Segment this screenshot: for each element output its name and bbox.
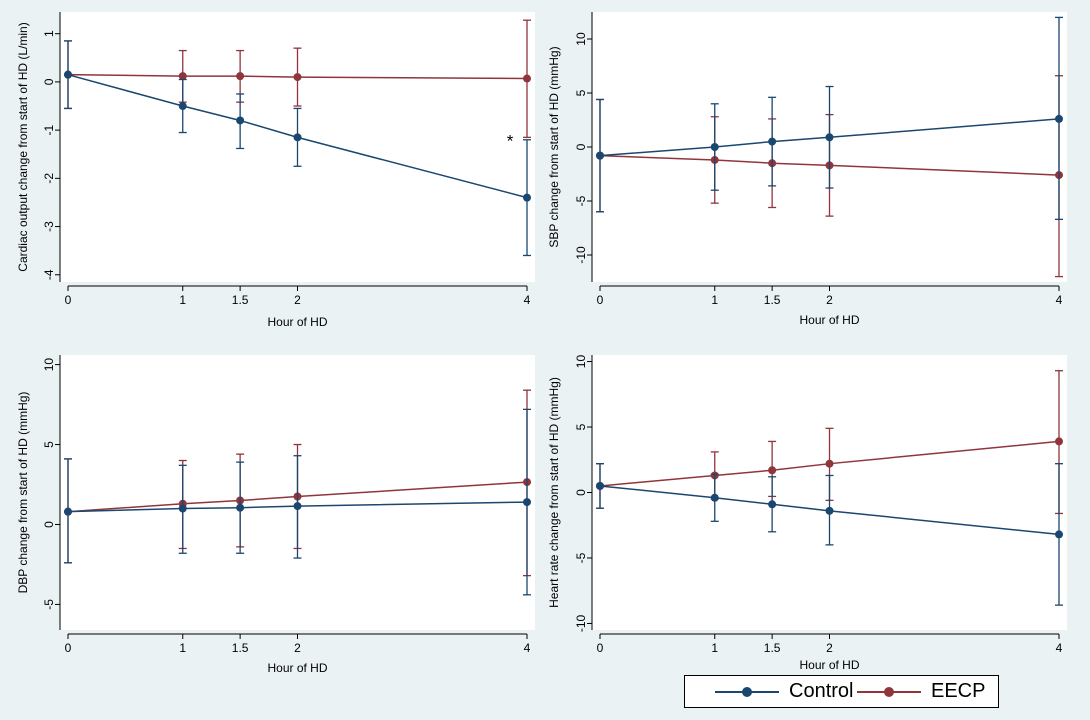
panel-4: 10 5 0 -5 -10 0 1 1.5 2 4 Hour of HD Heart rate cha… — [547, 355, 1067, 672]
y-tick-label: 0 — [574, 489, 588, 496]
data-point — [1055, 530, 1063, 539]
legend-eecp-label: EECP — [931, 680, 986, 702]
data-point — [825, 506, 834, 515]
data-point — [596, 151, 604, 160]
y-tick-label: -3 — [42, 221, 56, 232]
y-tick-label: -10 — [574, 614, 588, 632]
y-tick-label: 10 — [574, 32, 588, 46]
series-control — [596, 463, 1063, 606]
data-point — [523, 74, 531, 83]
y-tick-label: 0 — [42, 78, 56, 85]
data-point — [825, 133, 834, 142]
data-point — [178, 504, 187, 513]
x-tick-label: 1.5 — [764, 641, 781, 655]
y-tick-label: 5 — [574, 423, 588, 430]
series-control — [64, 40, 531, 257]
y-axis-title: SBP change from start of HD (mmHg) — [547, 46, 561, 247]
x-tick-label: 1 — [179, 641, 186, 655]
x-tick-label: 2 — [294, 641, 301, 655]
data-point — [768, 137, 777, 146]
x-tick-label: 1.5 — [232, 293, 249, 307]
y-axis-title: Cardiac output change from start of HD (… — [16, 22, 30, 271]
y-axis-title: Heart rate change from start of HD (mmHg… — [547, 377, 561, 608]
data-point — [293, 73, 302, 82]
x-tick-label: 0 — [597, 641, 604, 655]
x-tick-label: 2 — [826, 641, 833, 655]
y-tick-label: 0 — [574, 143, 588, 150]
data-point — [236, 72, 245, 81]
panel-3: 10 5 0 -5 0 1 1.5 2 4 Hour of HD DBP change from s… — [16, 355, 535, 675]
x-tick-label: 0 — [65, 641, 72, 655]
data-point — [596, 481, 604, 490]
y-tick-label: -5 — [574, 195, 588, 206]
data-point — [1055, 437, 1063, 446]
legend-item-eecp: EECP — [857, 676, 985, 707]
y-tick-label: -1 — [42, 124, 56, 135]
data-point — [236, 503, 245, 512]
legend-control-label: Control — [789, 680, 854, 702]
x-tick-label: 1.5 — [232, 641, 249, 655]
x-tick-label: 2 — [826, 293, 833, 307]
data-point — [293, 133, 302, 142]
y-tick-label: 0 — [42, 521, 56, 528]
x-axis-title: Hour of HD — [799, 313, 859, 327]
data-point — [523, 498, 531, 507]
x-tick-label: 4 — [1056, 293, 1063, 307]
x-tick-label: 1 — [179, 293, 186, 307]
data-point — [178, 102, 187, 111]
x-axis-title: Hour of HD — [267, 315, 327, 329]
y-tick-label: -10 — [574, 246, 588, 264]
significance-annotation: * — [507, 131, 514, 150]
data-point — [825, 459, 834, 468]
legend: Control EECP — [684, 675, 999, 708]
data-point — [236, 116, 245, 125]
data-point — [178, 72, 187, 81]
data-point — [768, 500, 777, 509]
data-point — [293, 502, 302, 511]
legend-control-marker — [715, 686, 779, 697]
y-tick-label: -5 — [42, 599, 56, 610]
panel-2: 10 5 0 -5 -10 0 1 1.5 2 4 Hour of HD SBP change fro… — [547, 12, 1067, 327]
y-tick-label: 10 — [574, 355, 588, 369]
series-control — [64, 408, 531, 596]
x-tick-label: 2 — [294, 293, 301, 307]
y-axis-title: DBP change from start of HD (mmHg) — [16, 392, 30, 594]
x-tick-label: 1 — [711, 293, 718, 307]
data-point — [710, 493, 719, 502]
x-tick-label: 1.5 — [764, 293, 781, 307]
legend-eecp-marker — [857, 686, 921, 697]
data-point — [523, 193, 531, 202]
y-tick-label: -2 — [42, 173, 56, 184]
x-tick-label: 0 — [597, 293, 604, 307]
x-tick-label: 4 — [524, 641, 531, 655]
x-tick-label: 0 — [65, 293, 72, 307]
y-tick-label: 10 — [42, 358, 56, 372]
data-point — [64, 70, 72, 79]
y-tick-label: -5 — [574, 552, 588, 563]
x-axis-title: Hour of HD — [799, 658, 859, 672]
legend-item-control: Control — [715, 676, 853, 707]
y-tick-label: -4 — [42, 269, 56, 280]
x-tick-label: 4 — [524, 293, 531, 307]
data-point — [710, 143, 719, 151]
panel-1: 1 0 -1 -2 -3 -4 0 1 1.5 2 4 Hour of HD Cardiac outpu… — [16, 12, 535, 329]
x-tick-label: 4 — [1056, 641, 1063, 655]
x-tick-label: 1 — [711, 641, 718, 655]
data-point — [64, 507, 72, 516]
data-point — [768, 466, 777, 475]
y-tick-label: 1 — [42, 30, 56, 37]
data-point — [1055, 114, 1063, 123]
series-control — [596, 16, 1063, 221]
y-tick-label: 5 — [42, 441, 56, 448]
x-axis-title: Hour of HD — [267, 661, 327, 675]
y-tick-label: 5 — [574, 89, 588, 96]
